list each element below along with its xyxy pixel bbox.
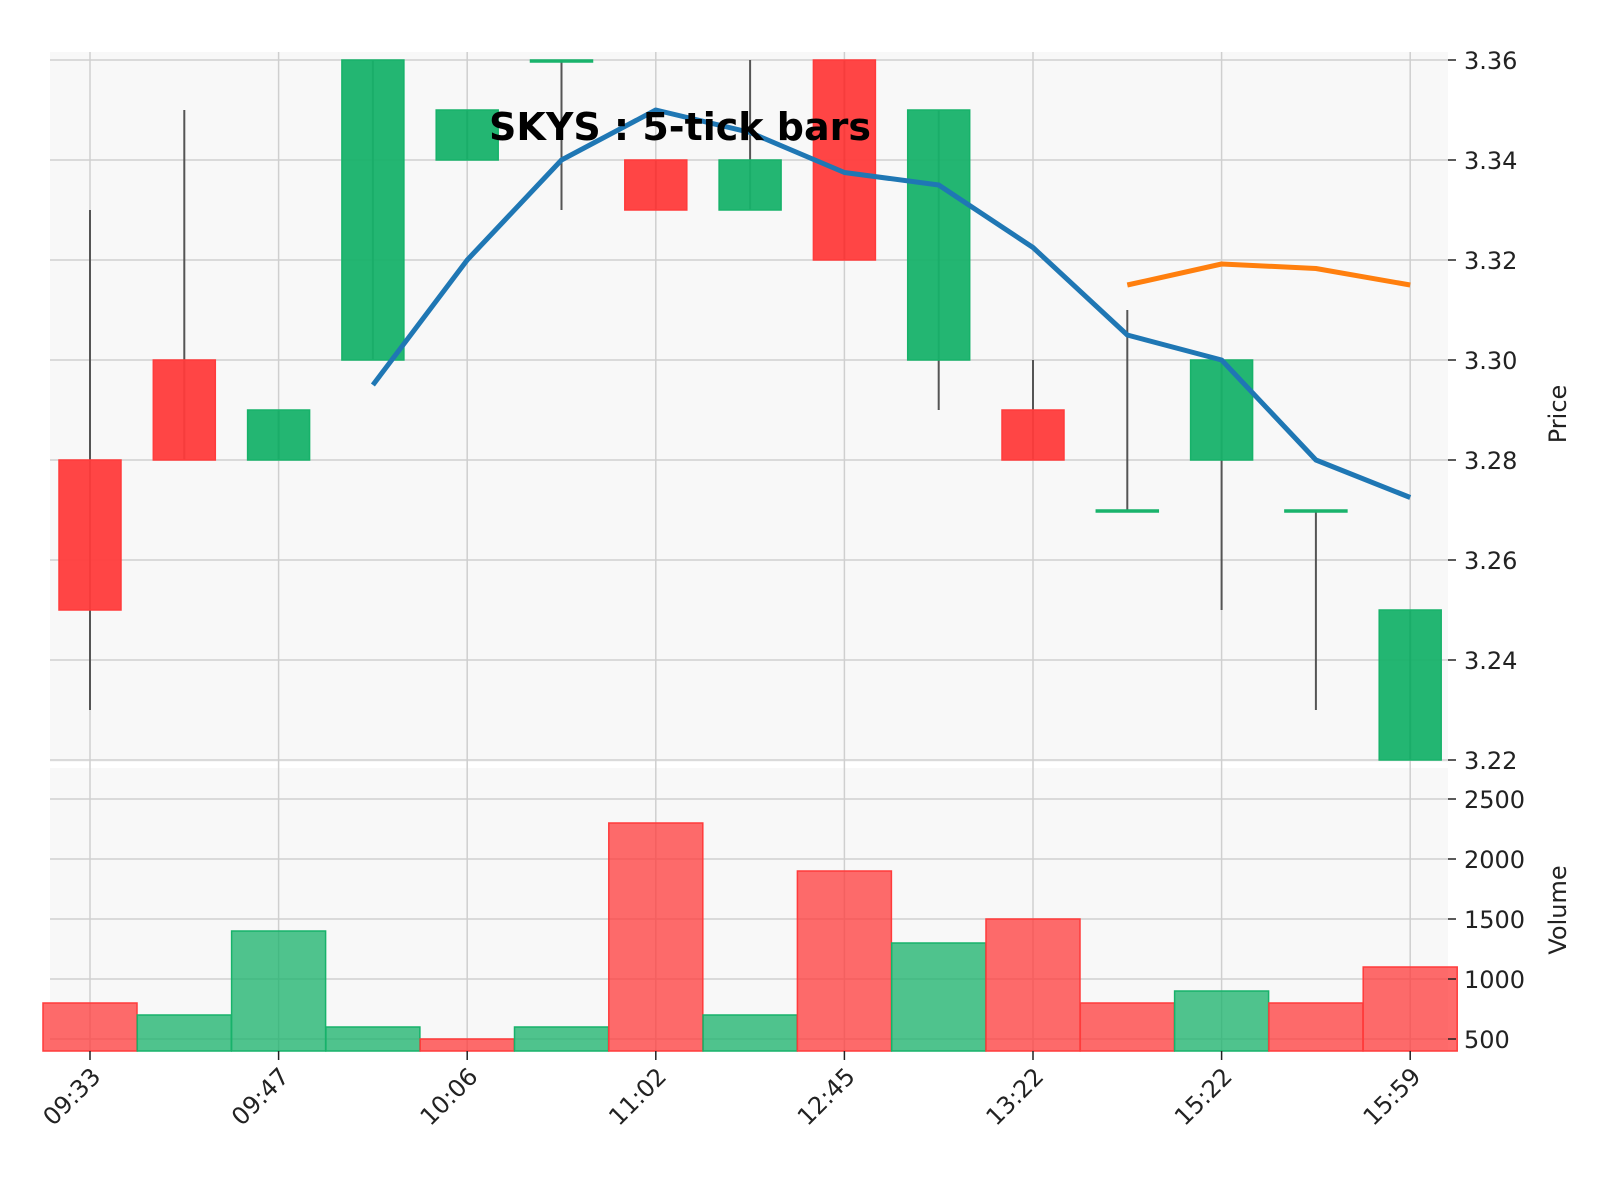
price-axis-title: Price [1544, 385, 1572, 444]
candle-body [812, 59, 877, 261]
volume-bars [42, 822, 1458, 1052]
candle-body [1378, 609, 1442, 761]
moving-average-lines [370, 107, 1412, 500]
volume-tick-label: 500 [1464, 1026, 1510, 1054]
price-tick-label: 3.26 [1464, 547, 1517, 575]
x-tick-label: 11:02 [603, 1062, 672, 1131]
volume-tick-label: 2000 [1464, 846, 1525, 874]
x-tick-label: 15:22 [1169, 1062, 1238, 1131]
volume-bar [1268, 1002, 1364, 1052]
candle-body [1284, 509, 1348, 513]
volume-tick-label: 2500 [1464, 786, 1525, 814]
volume-axis-title: Volume [1544, 865, 1572, 954]
volume-bar [1079, 1002, 1176, 1052]
candle-body [1095, 509, 1160, 513]
candle-body [624, 159, 688, 211]
candle-body [906, 109, 971, 361]
candle-body [341, 59, 405, 361]
volume-bar [702, 1014, 798, 1052]
moving-average-short-line [370, 107, 1412, 500]
price-tick-label: 3.24 [1464, 647, 1517, 675]
price-tick-label: 3.30 [1464, 347, 1517, 375]
x-tick-label: 09:33 [38, 1062, 107, 1131]
candle-body [529, 59, 594, 63]
volume-bar [136, 1014, 233, 1052]
candle-body [246, 409, 311, 461]
volume-bar [42, 1002, 138, 1052]
price-tick-label: 3.36 [1464, 47, 1517, 75]
volume-bar [513, 1026, 610, 1052]
volume-bar [985, 918, 1081, 1052]
x-tick-label: 15:59 [1358, 1062, 1427, 1131]
x-tick-label: 12:45 [792, 1062, 861, 1131]
price-axis: 3.22 3.24 3.26 3.28 3.30 3.32 3.34 3.36 [1448, 47, 1517, 775]
volume-bar [890, 942, 987, 1052]
volume-bar [1173, 990, 1270, 1052]
volume-tick-label: 1500 [1464, 906, 1525, 934]
candle-body [435, 109, 499, 161]
price-tick-label: 3.34 [1464, 147, 1517, 175]
volume-bar [1362, 966, 1458, 1052]
candle-body [1189, 359, 1254, 461]
price-tick-label: 3.32 [1464, 247, 1517, 275]
volume-tick-label: 1000 [1464, 966, 1525, 994]
x-tick-label: 10:06 [415, 1062, 484, 1131]
x-axis: 09:33 09:47 10:06 11:02 12:45 13:22 15:22 15:59 [38, 1051, 1427, 1131]
chart-title: SKYS : 5-tick bars [489, 105, 871, 149]
candles [58, 59, 1442, 761]
volume-bar [419, 1038, 515, 1052]
x-tick-label: 09:47 [226, 1062, 295, 1131]
candle-body [718, 159, 782, 211]
candle-body [152, 359, 217, 461]
x-tick-label: 13:22 [981, 1062, 1050, 1131]
volume-bar [325, 1026, 421, 1052]
volume-bar [608, 822, 704, 1052]
candle-body [1001, 409, 1065, 461]
volume-bar [796, 870, 893, 1052]
candle-body [58, 459, 122, 611]
price-tick-label: 3.28 [1464, 447, 1517, 475]
price-tick-label: 3.22 [1464, 747, 1517, 775]
moving-average-long-line [1126, 261, 1411, 288]
volume-axis: 500 1000 1500 2000 2500 [1448, 786, 1525, 1054]
volume-bar [230, 930, 327, 1052]
